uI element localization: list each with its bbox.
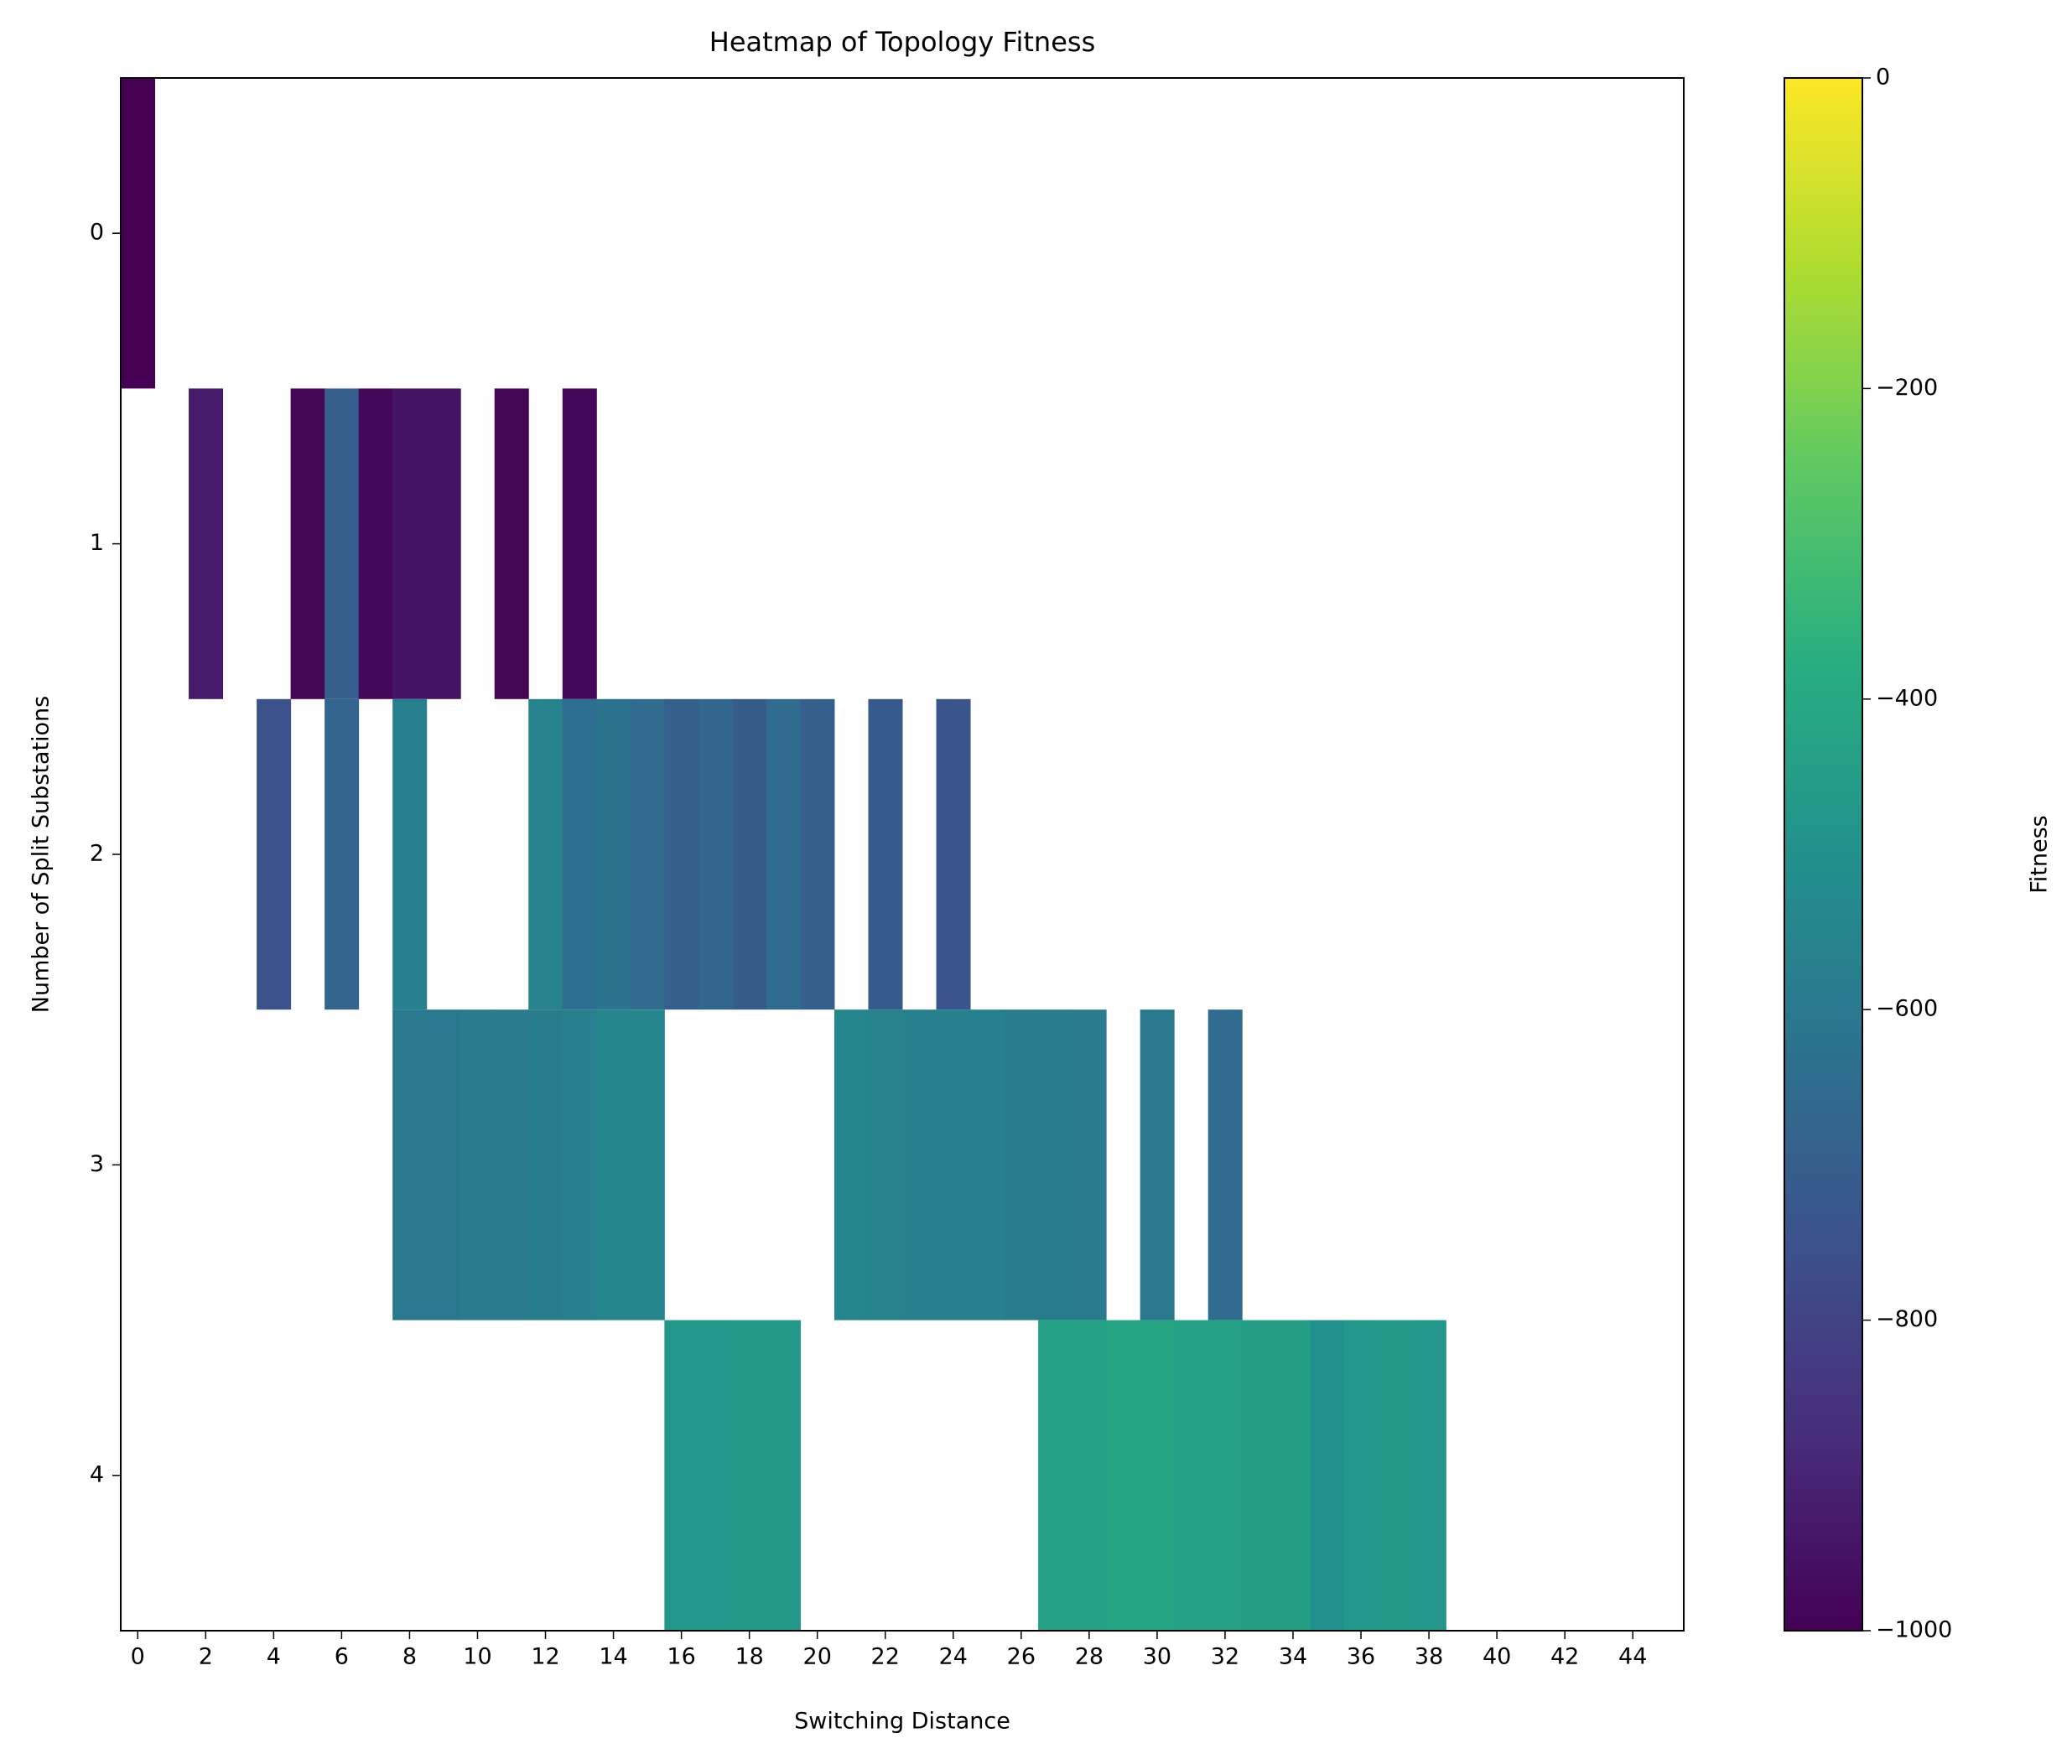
- heatmap-cell: [290, 388, 325, 699]
- x-tick-label: 14: [599, 1644, 627, 1670]
- heatmap-cell: [189, 388, 224, 699]
- heatmap-cell: [325, 388, 360, 699]
- heatmap-cell: [1174, 1320, 1209, 1631]
- x-tick-label: 16: [667, 1644, 695, 1670]
- colorbar-tick-label: −600: [1876, 996, 1938, 1022]
- heatmap-cell: [596, 1009, 631, 1320]
- heatmap-cell: [528, 1009, 563, 1320]
- heatmap-cell: [257, 698, 292, 1010]
- heatmap-cell: [121, 78, 156, 389]
- colorbar-label: Fitness: [2027, 815, 2053, 894]
- heatmap-cell: [562, 698, 597, 1010]
- x-tick-label: 42: [1550, 1644, 1579, 1670]
- heatmap-cell: [936, 698, 971, 1010]
- heatmap-cell: [426, 1009, 461, 1320]
- heatmap-cell: [528, 698, 563, 1010]
- x-tick-label: 4: [267, 1644, 281, 1670]
- heatmap-cell: [596, 698, 631, 1010]
- x-tick-label: 0: [131, 1644, 145, 1670]
- heatmap-cell: [732, 698, 767, 1010]
- heatmap-cell: [358, 388, 393, 699]
- y-tick-label: 2: [90, 841, 104, 867]
- heatmap-cell: [392, 388, 428, 699]
- colorbar-tick-label: −800: [1876, 1306, 1938, 1332]
- heatmap-cell: [426, 388, 461, 699]
- heatmap-cell: [1275, 1320, 1311, 1631]
- heatmap-cell: [494, 1009, 529, 1320]
- y-tick-label: 0: [90, 220, 104, 246]
- heatmap-cell: [936, 1009, 971, 1320]
- heatmap-cell: [1242, 1320, 1277, 1631]
- colorbar-tick-label: −400: [1876, 685, 1938, 711]
- x-tick-label: 40: [1483, 1644, 1511, 1670]
- heatmap-cell: [460, 1009, 496, 1320]
- heatmap-cell: [1411, 1320, 1446, 1631]
- heatmap-cell: [494, 388, 529, 699]
- heatmap-cell: [766, 698, 801, 1010]
- x-tick-label: 32: [1211, 1644, 1239, 1670]
- x-tick-label: 44: [1618, 1644, 1647, 1670]
- x-tick-label: 2: [199, 1644, 213, 1670]
- heatmap-cell: [1038, 1320, 1073, 1631]
- heatmap-cell: [1378, 1320, 1413, 1631]
- x-tick-label: 30: [1143, 1644, 1171, 1670]
- colorbar-tick-label: −200: [1876, 375, 1938, 401]
- heatmap-cell: [698, 698, 733, 1010]
- heatmap-cell: [1072, 1009, 1107, 1320]
- heatmap-cell: [392, 1009, 428, 1320]
- x-tick-label: 6: [335, 1644, 349, 1670]
- heatmap-cell: [1140, 1009, 1175, 1320]
- colorbar: [1784, 77, 1863, 1632]
- heatmap-cell: [732, 1320, 767, 1631]
- heatmap-cell: [970, 1009, 1005, 1320]
- y-tick-label: 1: [90, 530, 104, 556]
- heatmap-cell: [1004, 1009, 1039, 1320]
- heatmap-cell: [868, 698, 903, 1010]
- heatmap-cell: [325, 698, 360, 1010]
- x-tick-label: 24: [939, 1644, 968, 1670]
- heatmap-cell: [562, 388, 597, 699]
- heatmap-cell: [833, 1009, 869, 1320]
- y-tick-label: 4: [90, 1461, 104, 1487]
- y-axis-label: Number of Split Substations: [29, 696, 55, 1013]
- heatmap-cell: [868, 1009, 903, 1320]
- heatmap-cell: [630, 698, 665, 1010]
- colorbar-tick-label: −1000: [1876, 1617, 1952, 1643]
- heatmap-cell: [664, 1320, 699, 1631]
- x-tick-label: 8: [402, 1644, 417, 1670]
- x-tick-label: 26: [1007, 1644, 1036, 1670]
- heatmap-cell: [1343, 1320, 1379, 1631]
- heatmap-cell: [562, 1009, 597, 1320]
- x-tick-label: 36: [1347, 1644, 1375, 1670]
- chart-title: Heatmap of Topology Fitness: [709, 26, 1095, 58]
- heatmap-cell: [630, 1009, 665, 1320]
- heatmap-cell: [392, 698, 428, 1010]
- x-tick-label: 38: [1415, 1644, 1443, 1670]
- colorbar-tick-label: 0: [1876, 65, 1890, 91]
- heatmap-cell: [1106, 1320, 1141, 1631]
- x-axis-label: Switching Distance: [794, 1709, 1010, 1735]
- heatmap-cell: [664, 698, 699, 1010]
- heatmap-cell: [766, 1320, 801, 1631]
- x-tick-label: 22: [871, 1644, 900, 1670]
- heatmap-cell: [1140, 1320, 1175, 1631]
- y-tick-label: 3: [90, 1151, 104, 1177]
- heatmap-cell: [1207, 1009, 1243, 1320]
- heatmap-cell: [902, 1009, 937, 1320]
- heatmap-cell: [698, 1320, 733, 1631]
- x-tick-label: 10: [463, 1644, 491, 1670]
- heatmap-cell: [1072, 1320, 1107, 1631]
- x-tick-label: 28: [1075, 1644, 1104, 1670]
- x-tick-label: 18: [735, 1644, 763, 1670]
- heatmap-cell: [1310, 1320, 1345, 1631]
- heatmap-cell: [800, 698, 835, 1010]
- heatmap-cell: [1038, 1009, 1073, 1320]
- x-tick-label: 12: [531, 1644, 559, 1670]
- x-tick-label: 20: [803, 1644, 832, 1670]
- x-tick-label: 34: [1279, 1644, 1307, 1670]
- heatmap-cell: [1207, 1320, 1243, 1631]
